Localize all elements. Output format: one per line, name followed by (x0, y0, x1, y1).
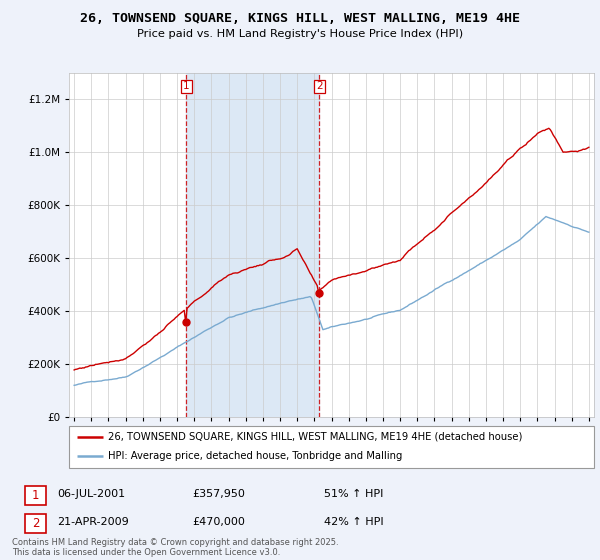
Text: 2: 2 (32, 517, 39, 530)
Text: Contains HM Land Registry data © Crown copyright and database right 2025.
This d: Contains HM Land Registry data © Crown c… (12, 538, 338, 557)
Text: 1: 1 (32, 489, 39, 502)
Text: 1: 1 (183, 81, 190, 91)
FancyBboxPatch shape (69, 426, 594, 468)
FancyBboxPatch shape (25, 514, 46, 533)
Text: 26, TOWNSEND SQUARE, KINGS HILL, WEST MALLING, ME19 4HE: 26, TOWNSEND SQUARE, KINGS HILL, WEST MA… (80, 12, 520, 25)
Text: HPI: Average price, detached house, Tonbridge and Malling: HPI: Average price, detached house, Tonb… (109, 451, 403, 461)
Text: £470,000: £470,000 (192, 517, 245, 527)
Text: £357,950: £357,950 (192, 489, 245, 499)
Text: Price paid vs. HM Land Registry's House Price Index (HPI): Price paid vs. HM Land Registry's House … (137, 29, 463, 39)
Text: 06-JUL-2001: 06-JUL-2001 (57, 489, 125, 499)
Text: 26, TOWNSEND SQUARE, KINGS HILL, WEST MALLING, ME19 4HE (detached house): 26, TOWNSEND SQUARE, KINGS HILL, WEST MA… (109, 432, 523, 442)
FancyBboxPatch shape (25, 486, 46, 505)
Bar (187, 73, 319, 417)
Text: 42% ↑ HPI: 42% ↑ HPI (324, 517, 383, 527)
Text: 21-APR-2009: 21-APR-2009 (57, 517, 129, 527)
Text: 51% ↑ HPI: 51% ↑ HPI (324, 489, 383, 499)
Text: 2: 2 (316, 81, 323, 91)
